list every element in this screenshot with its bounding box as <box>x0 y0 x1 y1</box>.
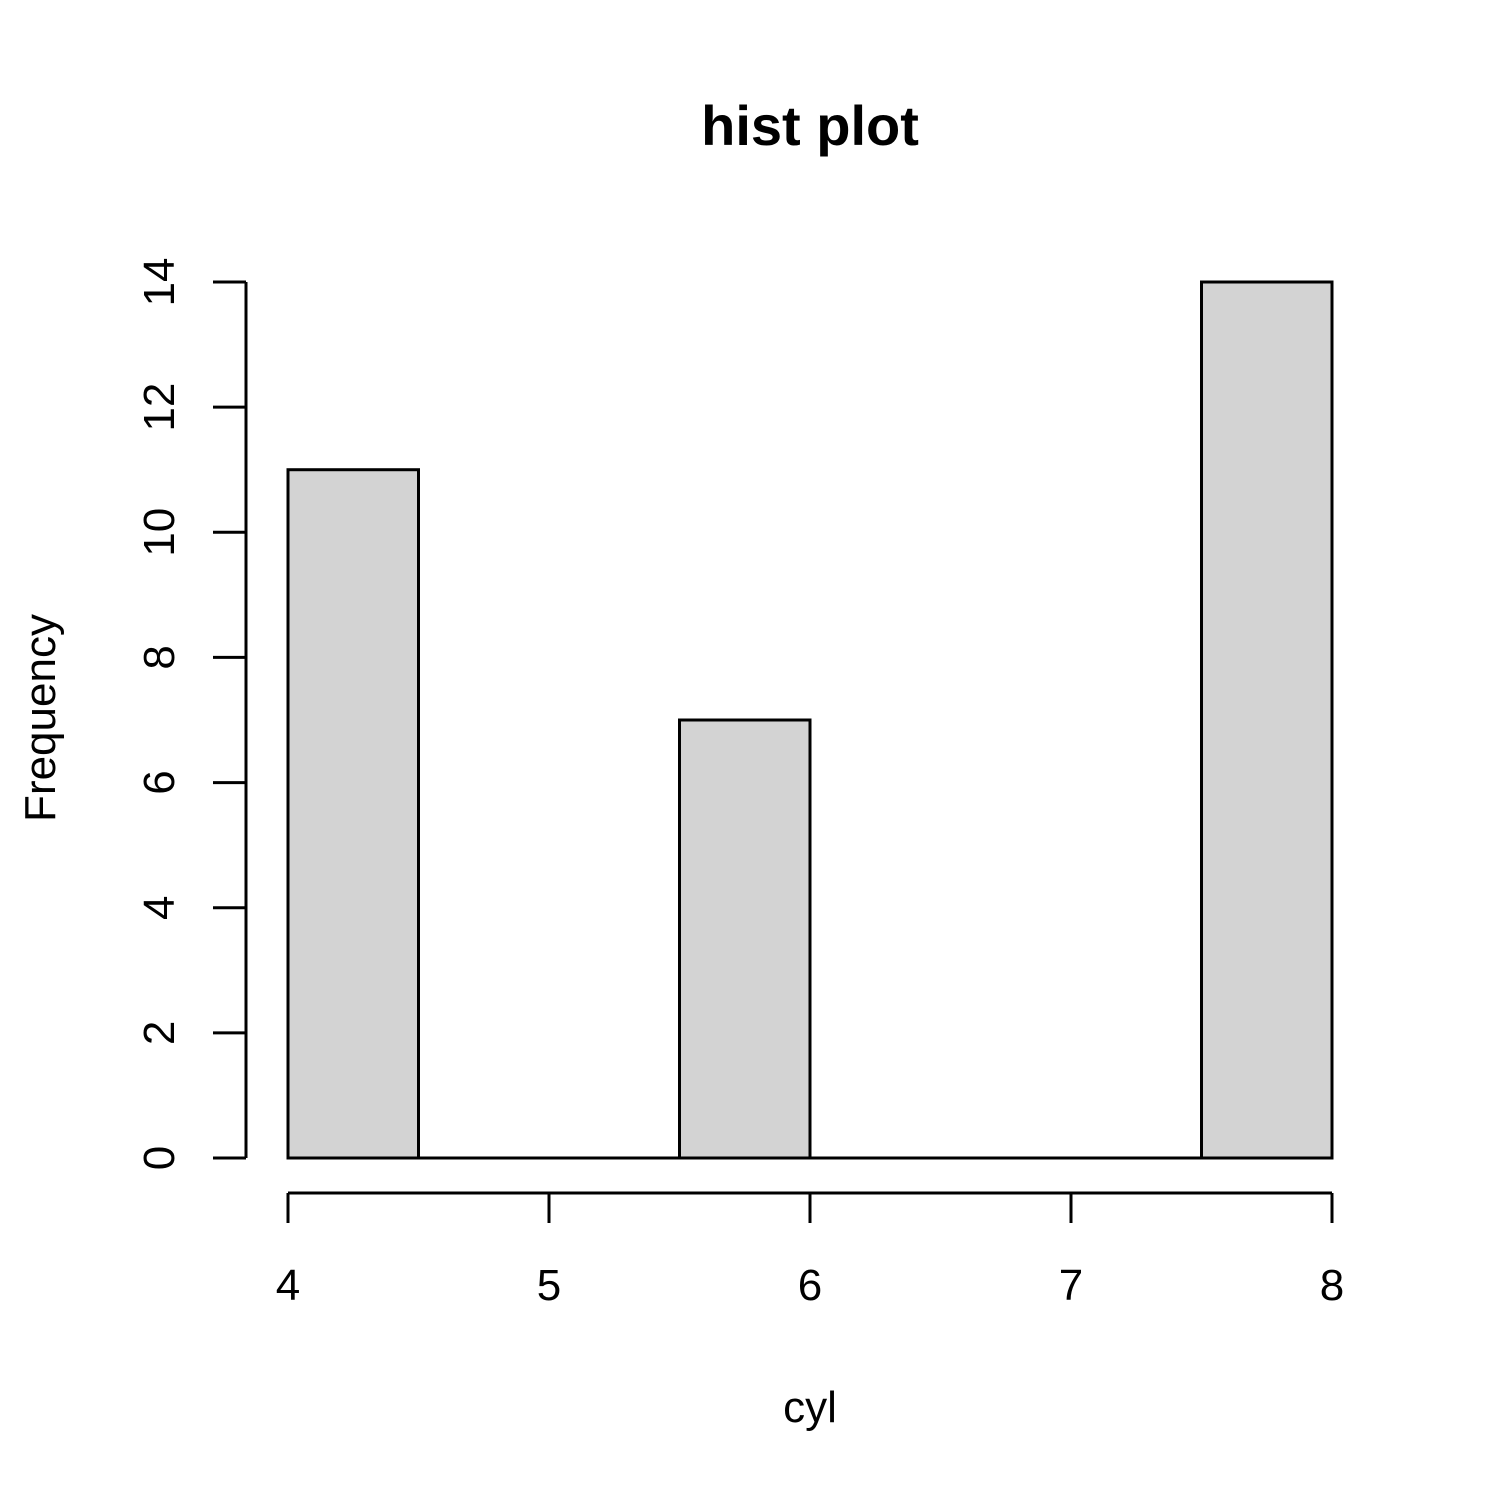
bars-group <box>286 280 1334 1160</box>
y-axis: 0 2 4 6 8 10 12 14 <box>135 258 248 1170</box>
x-tick-label-4: 8 <box>1320 1261 1344 1310</box>
y-tick-label-6: 12 <box>135 383 184 432</box>
x-tick-label-1: 5 <box>537 1261 561 1310</box>
x-axis: 4 5 6 7 8 <box>276 1191 1344 1310</box>
y-tick-label-5: 10 <box>135 508 184 557</box>
histogram-bar-3 <box>678 718 812 1160</box>
histogram-bar-0 <box>286 468 420 1160</box>
y-tick-label-7: 14 <box>135 258 184 307</box>
y-tick-label-4: 8 <box>135 645 184 669</box>
chart-title: hist plot <box>701 94 919 157</box>
y-tick-label-3: 6 <box>135 770 184 794</box>
y-tick-label-0: 0 <box>135 1146 184 1170</box>
y-axis-label: Frequency <box>16 614 65 822</box>
histogram-bar-7 <box>1200 280 1334 1160</box>
y-tick-label-1: 2 <box>135 1021 184 1045</box>
x-tick-label-0: 4 <box>276 1261 300 1310</box>
x-axis-label: cyl <box>783 1383 837 1432</box>
x-tick-label-3: 7 <box>1059 1261 1083 1310</box>
y-tick-label-2: 4 <box>135 895 184 919</box>
x-tick-label-2: 6 <box>798 1261 822 1310</box>
